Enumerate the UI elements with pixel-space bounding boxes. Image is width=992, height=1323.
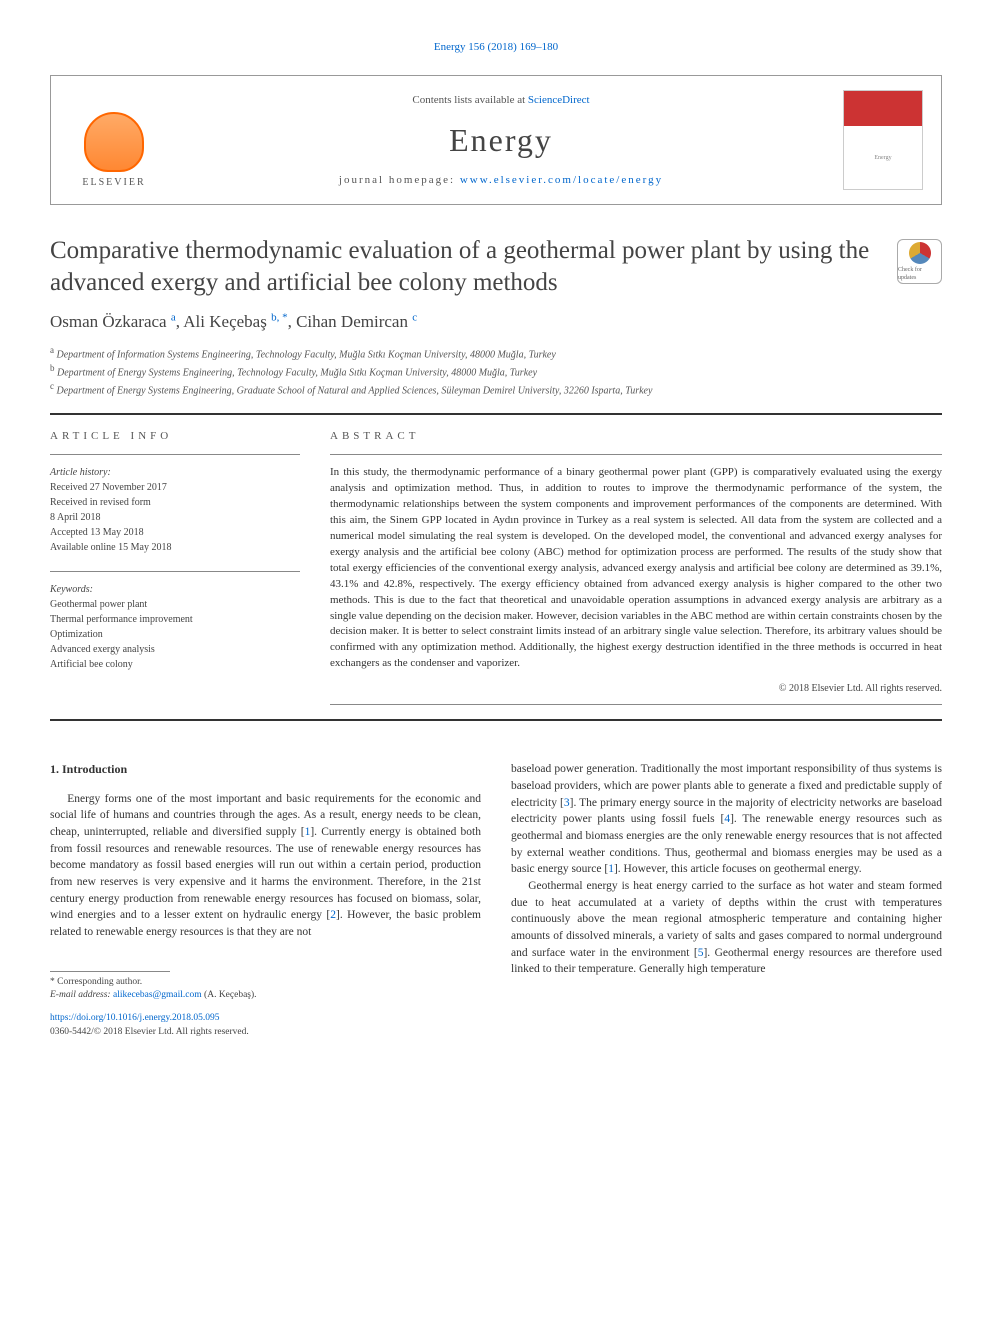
affiliation-b: b Department of Energy Systems Engineeri… bbox=[50, 362, 942, 380]
affiliation-c: c Department of Energy Systems Engineeri… bbox=[50, 380, 942, 398]
check-updates-label: Check for updates bbox=[898, 266, 941, 283]
contents-prefix: Contents lists available at bbox=[412, 94, 527, 106]
cover-thumb-body: Energy bbox=[844, 126, 922, 189]
history-line-4: Available online 15 May 2018 bbox=[50, 542, 171, 553]
homepage-link[interactable]: www.elsevier.com/locate/energy bbox=[460, 174, 663, 186]
elsevier-tree-icon bbox=[84, 112, 144, 172]
divider-thin-abstract-end bbox=[330, 704, 942, 705]
author-sup-b: b, * bbox=[271, 311, 288, 323]
citation-header: Energy 156 (2018) 169–180 bbox=[50, 40, 942, 55]
cover-thumb-signature: Energy bbox=[874, 154, 891, 162]
contents-available-line: Contents lists available at ScienceDirec… bbox=[159, 93, 843, 108]
doi-link[interactable]: https://doi.org/10.1016/j.energy.2018.05… bbox=[50, 1013, 220, 1023]
crossmark-icon bbox=[909, 242, 931, 264]
sciencedirect-link[interactable]: ScienceDirect bbox=[528, 94, 590, 106]
history-label: Article history: bbox=[50, 467, 111, 478]
email-line: E-mail address: alikecebas@gmail.com (A.… bbox=[50, 989, 481, 1002]
body-column-left: 1. Introduction Energy forms one of the … bbox=[50, 761, 481, 1039]
abstract-text: In this study, the thermodynamic perform… bbox=[330, 465, 942, 672]
keyword-0: Geothermal power plant bbox=[50, 599, 147, 610]
intro-paragraph-left: Energy forms one of the most important a… bbox=[50, 791, 481, 941]
keywords-label: Keywords: bbox=[50, 584, 93, 595]
article-history-block: Article history: Received 27 November 20… bbox=[50, 465, 300, 555]
ref-1[interactable]: 1 bbox=[305, 826, 311, 838]
divider-thin-abstract bbox=[330, 454, 942, 455]
ref-2[interactable]: 2 bbox=[330, 909, 336, 921]
elsevier-logo: ELSEVIER bbox=[69, 90, 159, 190]
intro-heading: 1. Introduction bbox=[50, 761, 481, 778]
affiliations: a Department of Information Systems Engi… bbox=[50, 344, 942, 399]
article-title-row: Comparative thermodynamic evaluation of … bbox=[50, 235, 942, 310]
body-two-column: 1. Introduction Energy forms one of the … bbox=[50, 761, 942, 1039]
history-line-1: Received in revised form bbox=[50, 497, 151, 508]
history-line-3: Accepted 13 May 2018 bbox=[50, 527, 144, 538]
author-sup-a: a bbox=[171, 311, 176, 323]
abstract-copyright: © 2018 Elsevier Ltd. All rights reserved… bbox=[330, 682, 942, 696]
journal-header-box: ELSEVIER Contents lists available at Sci… bbox=[50, 75, 942, 205]
article-info-column: ARTICLE INFO Article history: Received 2… bbox=[50, 429, 300, 706]
keyword-2: Optimization bbox=[50, 629, 103, 640]
email-link[interactable]: alikecebas@gmail.com bbox=[113, 990, 202, 1000]
cover-thumb-banner bbox=[844, 91, 922, 126]
check-for-updates-badge[interactable]: Check for updates bbox=[897, 239, 942, 284]
author-sup-c: c bbox=[412, 311, 417, 323]
divider-thick-bottom bbox=[50, 719, 942, 721]
ref-1b[interactable]: 1 bbox=[608, 863, 614, 875]
corresponding-author-footer: * Corresponding author. E-mail address: … bbox=[50, 971, 481, 1039]
corresponding-author-line: * Corresponding author. bbox=[50, 976, 481, 989]
intro-paragraph-right-1: baseload power generation. Traditionally… bbox=[511, 761, 942, 878]
issn-copyright-line: 0360-5442/© 2018 Elsevier Ltd. All right… bbox=[50, 1027, 249, 1037]
ref-5[interactable]: 5 bbox=[698, 947, 704, 959]
journal-title: Energy bbox=[159, 118, 843, 163]
homepage-prefix: journal homepage: bbox=[339, 174, 460, 186]
intro-paragraph-right-2: Geothermal energy is heat energy carried… bbox=[511, 878, 942, 978]
elsevier-wordmark: ELSEVIER bbox=[82, 176, 145, 190]
divider-thin-keywords bbox=[50, 571, 300, 572]
history-line-2: 8 April 2018 bbox=[50, 512, 101, 523]
homepage-line: journal homepage: www.elsevier.com/locat… bbox=[159, 173, 843, 188]
abstract-column: ABSTRACT In this study, the thermodynami… bbox=[330, 429, 942, 706]
keyword-4: Artificial bee colony bbox=[50, 659, 133, 670]
history-line-0: Received 27 November 2017 bbox=[50, 482, 167, 493]
article-title: Comparative thermodynamic evaluation of … bbox=[50, 235, 877, 298]
keyword-3: Advanced exergy analysis bbox=[50, 644, 155, 655]
divider-thin-info bbox=[50, 454, 300, 455]
doi-block: https://doi.org/10.1016/j.energy.2018.05… bbox=[50, 1012, 481, 1039]
ref-3[interactable]: 3 bbox=[564, 797, 570, 809]
info-abstract-row: ARTICLE INFO Article history: Received 2… bbox=[50, 415, 942, 720]
author-list: Osman Özkaraca a, Ali Keçebaş b, *, Ciha… bbox=[50, 310, 942, 334]
article-info-label: ARTICLE INFO bbox=[50, 429, 300, 444]
ref-4[interactable]: 4 bbox=[724, 813, 730, 825]
keyword-1: Thermal performance improvement bbox=[50, 614, 193, 625]
body-column-right: baseload power generation. Traditionally… bbox=[511, 761, 942, 1039]
journal-cover-thumbnail: Energy bbox=[843, 90, 923, 190]
header-center: Contents lists available at ScienceDirec… bbox=[159, 93, 843, 189]
keywords-block: Keywords: Geothermal power plant Thermal… bbox=[50, 582, 300, 672]
abstract-label: ABSTRACT bbox=[330, 429, 942, 444]
affiliation-a: a Department of Information Systems Engi… bbox=[50, 344, 942, 362]
